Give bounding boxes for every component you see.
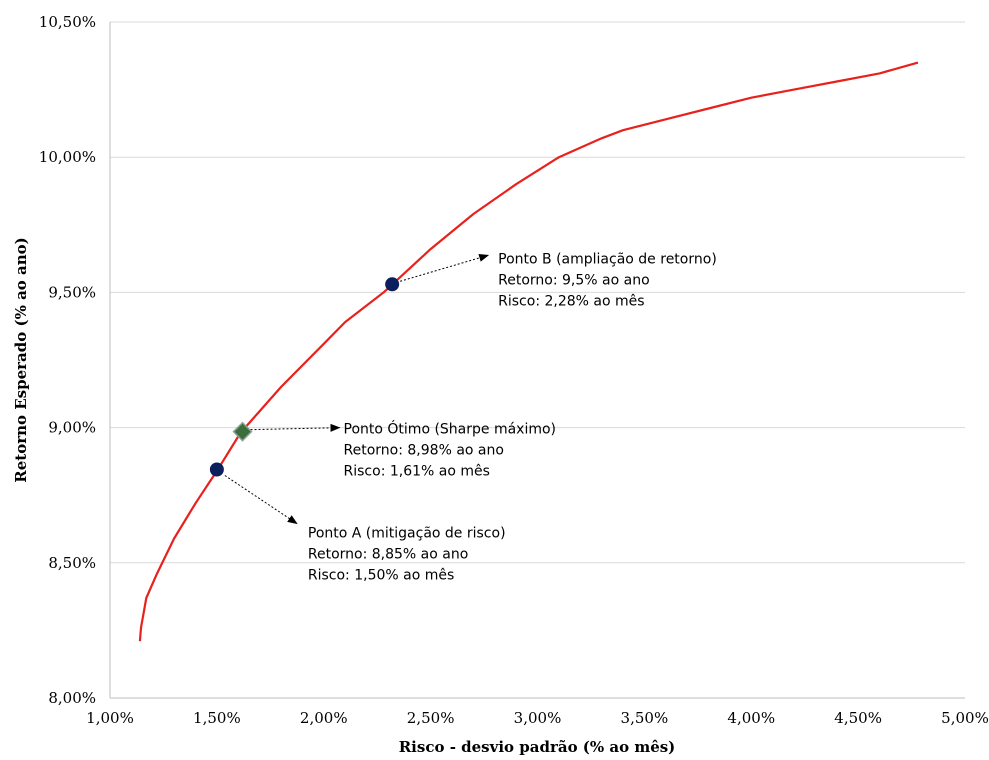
point-b-label-line: Risco: 2,28% ao mês bbox=[498, 293, 644, 309]
annotations: Ponto B (ampliação de retorno) Retorno: 9… bbox=[224, 251, 717, 584]
point-b-label-line: Ponto B (ampliação de retorno) bbox=[498, 251, 717, 267]
point-optimal-label-line: Risco: 1,61% ao mês bbox=[344, 464, 490, 480]
point-optimal-marker bbox=[232, 421, 253, 442]
y-tick-labels: 8,00% 8,50% 9,00% 9,50% 10,00% 10,50% bbox=[39, 13, 96, 707]
x-tick-label: 4,00% bbox=[727, 709, 775, 727]
highlighted-points bbox=[209, 277, 400, 477]
x-tick-label: 3,50% bbox=[621, 709, 669, 727]
gridlines bbox=[110, 21, 965, 564]
point-a-label-line: Retorno: 8,85% ao ano bbox=[308, 547, 468, 563]
point-optimal-label-line: Ponto Ótimo (Sharpe máximo) bbox=[344, 420, 557, 438]
y-tick-label: 10,50% bbox=[39, 13, 96, 31]
x-tick-label: 2,50% bbox=[407, 709, 455, 727]
point-optimal-arrow bbox=[250, 423, 341, 432]
point-a-label-line: Ponto A (mitigação de risco) bbox=[308, 526, 506, 542]
point-a-arrow bbox=[224, 475, 298, 525]
y-tick-label: 8,50% bbox=[48, 554, 96, 572]
y-tick-label: 8,00% bbox=[48, 689, 96, 707]
efficient-frontier-line bbox=[138, 61, 919, 642]
x-tick-label: 5,00% bbox=[941, 709, 989, 727]
y-tick-label: 9,00% bbox=[48, 419, 96, 437]
point-b-arrow bbox=[400, 254, 490, 282]
x-tick-labels: 1,00% 1,50% 2,00% 2,50% 3,00% 3,50% 4,00% 4,50%… bbox=[86, 709, 989, 727]
x-tick-label: 2,00% bbox=[300, 709, 348, 727]
point-b-label-line: Retorno: 9,5% ao ano bbox=[498, 272, 650, 288]
x-tick-label: 4,50% bbox=[834, 709, 882, 727]
axes bbox=[109, 22, 965, 699]
series-layer bbox=[138, 61, 919, 642]
point-a-label-line: Risco: 1,50% ao mês bbox=[308, 568, 454, 584]
y-axis-title: Retorno Esperado (% ao ano) bbox=[12, 237, 30, 482]
x-tick-label: 1,50% bbox=[193, 709, 241, 727]
x-tick-label: 3,00% bbox=[514, 709, 562, 727]
x-tick-label: 1,00% bbox=[86, 709, 134, 727]
point-a-marker bbox=[209, 462, 224, 477]
point-b-marker bbox=[385, 277, 400, 292]
point-optimal-label-line: Retorno: 8,98% ao ano bbox=[344, 443, 504, 459]
x-axis-title: Risco - desvio padrão (% ao mês) bbox=[399, 738, 676, 756]
y-tick-label: 10,00% bbox=[39, 148, 96, 166]
y-tick-label: 9,50% bbox=[48, 283, 96, 301]
